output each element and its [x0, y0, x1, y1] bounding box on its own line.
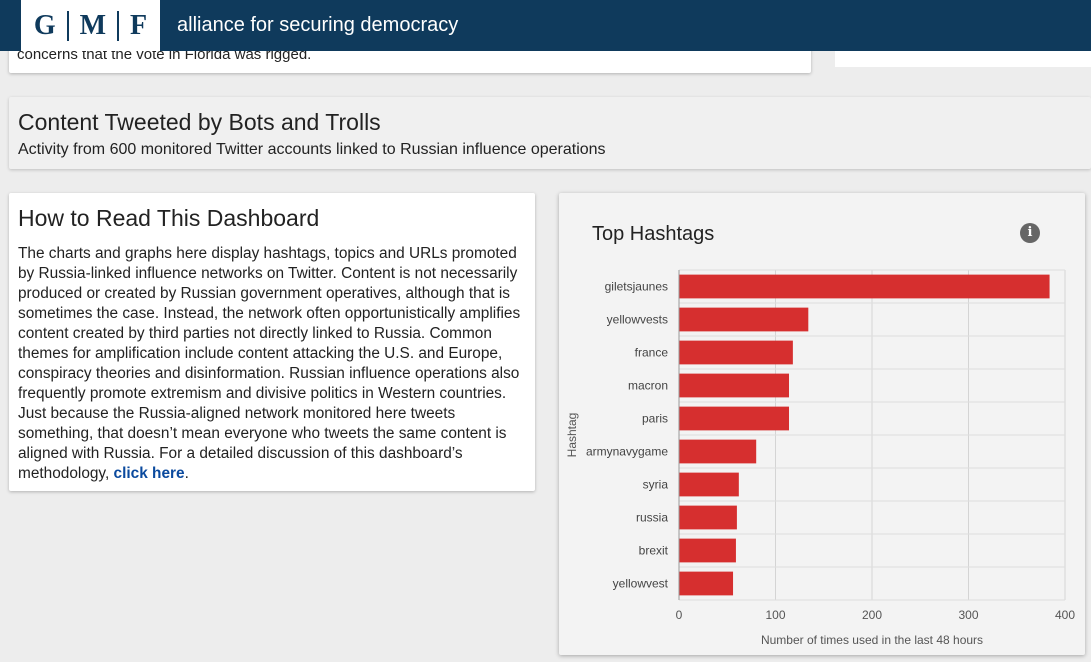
category-label: yellowvest	[613, 577, 669, 591]
top-bar: G M F alliance for securing democracy	[0, 0, 1091, 51]
info-icon[interactable]: i	[1020, 223, 1040, 243]
bar	[679, 340, 793, 365]
bar	[679, 307, 809, 332]
logo-letter-g: G	[33, 9, 56, 41]
section-header: Content Tweeted by Bots and Trolls Activ…	[9, 97, 1091, 169]
category-label: france	[635, 346, 669, 360]
category-label: macron	[628, 379, 668, 393]
x-tick-label: 400	[1055, 608, 1075, 622]
bar	[679, 373, 790, 398]
bar	[679, 274, 1050, 299]
section-subtitle: Activity from 600 monitored Twitter acco…	[18, 141, 606, 158]
logo-separator	[66, 10, 69, 41]
methodology-link[interactable]: click here	[113, 465, 185, 482]
x-tick-label: 200	[862, 608, 882, 622]
category-label: syria	[643, 478, 669, 492]
category-label: yellowvests	[607, 313, 668, 327]
top-hashtags-card: Top Hashtags i 0 100 200 300 400 giletsjaunes…	[559, 193, 1085, 655]
bar	[679, 406, 790, 431]
brand-name[interactable]: alliance for securing democracy	[177, 14, 459, 36]
category-label: brexit	[639, 544, 669, 558]
how-to-body-text: The charts and graphs here display hasht…	[18, 245, 521, 482]
bar	[679, 439, 757, 464]
x-axis-title: Number of times used in the last 48 hour…	[761, 633, 983, 647]
how-to-body: The charts and graphs here display hasht…	[18, 244, 530, 484]
category-label: armynavygame	[586, 445, 668, 459]
logo-separator	[117, 10, 120, 41]
bar	[679, 505, 737, 530]
how-to-trailing: .	[184, 465, 189, 482]
x-tick-label: 0	[676, 608, 683, 622]
chart-title: Top Hashtags	[592, 223, 715, 245]
y-axis-title: Hashtag	[565, 413, 579, 458]
bar	[679, 571, 734, 596]
category-label: russia	[636, 511, 668, 525]
category-label: paris	[642, 412, 668, 426]
x-tick-label: 300	[958, 608, 978, 622]
x-tick-label: 100	[765, 608, 785, 622]
section-title: Content Tweeted by Bots and Trolls	[18, 109, 381, 135]
hashtag-bar-chart: 0 100 200 300 400 giletsjaunes yellowvests fran…	[565, 269, 1075, 647]
gmf-logo[interactable]: G M F	[21, 0, 160, 51]
how-to-title: How to Read This Dashboard	[18, 205, 320, 231]
logo-letter-m: M	[79, 9, 107, 41]
bar	[679, 538, 736, 563]
how-to-card: How to Read This Dashboard The charts an…	[9, 193, 535, 491]
bar	[679, 472, 739, 497]
logo-letter-f: F	[130, 9, 148, 41]
category-label: giletsjaunes	[605, 280, 668, 294]
